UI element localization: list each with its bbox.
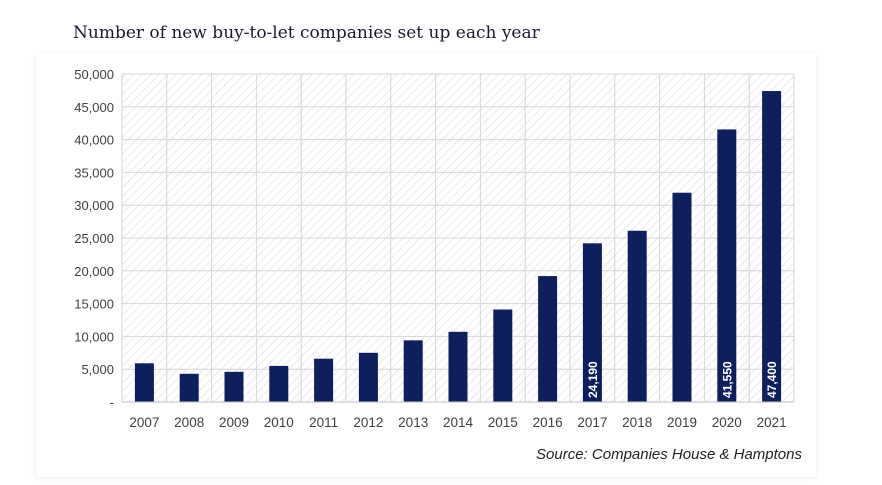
bar-2019: [672, 192, 692, 402]
x-tick-label: 2019: [667, 415, 697, 430]
bar-2007: [134, 363, 154, 402]
x-tick-label: 2016: [533, 415, 563, 430]
bar-2008: [179, 373, 199, 402]
x-tick-label: 2020: [712, 415, 742, 430]
bar-2021: [762, 91, 782, 402]
bar-2011: [314, 358, 334, 402]
bar-2016: [538, 276, 558, 402]
bar-2009: [224, 371, 244, 402]
y-tick-label: 30,000: [74, 198, 114, 213]
y-tick-label: 50,000: [74, 67, 114, 82]
chart-title: Number of new buy-to-let companies set u…: [73, 23, 540, 43]
bar-2013: [403, 340, 423, 402]
x-tick-label: 2018: [622, 415, 652, 430]
bar-2010: [269, 365, 289, 402]
y-tick-label: 25,000: [74, 231, 114, 246]
bar-2018: [627, 230, 647, 402]
x-tick-label: 2014: [443, 415, 474, 430]
bar-chart: - 5,000 10,000 15,000 20,000 25,000 30,000 35,0…: [74, 67, 795, 430]
source-note: Source: Companies House & Hamptons: [536, 446, 802, 463]
x-tick-label: 2013: [398, 415, 428, 430]
x-tick-label: 2009: [219, 415, 249, 430]
x-tick-label: 2010: [264, 415, 294, 430]
chart-panel: - 5,000 10,000 15,000 20,000 25,000 30,000 35,0…: [36, 53, 816, 477]
data-label-2017: 24,190: [586, 361, 600, 398]
x-tick-label: 2012: [353, 415, 383, 430]
y-tick-label: 10,000: [74, 329, 114, 344]
bar-2012: [358, 352, 378, 402]
x-tick-label: 2011: [309, 415, 338, 430]
bar-2014: [448, 331, 468, 402]
y-tick-label: -: [110, 395, 114, 410]
y-tick-label: 5,000: [81, 362, 114, 377]
data-label-2021: 47,400: [765, 361, 779, 398]
bar-2015: [493, 309, 513, 402]
y-tick-label: 40,000: [74, 133, 114, 148]
y-tick-label: 15,000: [74, 297, 114, 312]
y-tick-label: 45,000: [74, 100, 114, 115]
bar-2020: [717, 129, 737, 402]
x-tick-label: 2017: [577, 415, 607, 430]
y-tick-label: 35,000: [74, 165, 114, 180]
y-tick-label: 20,000: [74, 264, 114, 279]
bar-2017: [582, 243, 602, 402]
x-tick-label: 2008: [174, 415, 204, 430]
x-tick-label: 2007: [129, 415, 159, 430]
x-tick-label: 2021: [757, 415, 787, 430]
data-label-2020: 41,550: [720, 361, 734, 398]
x-tick-label: 2015: [488, 415, 518, 430]
